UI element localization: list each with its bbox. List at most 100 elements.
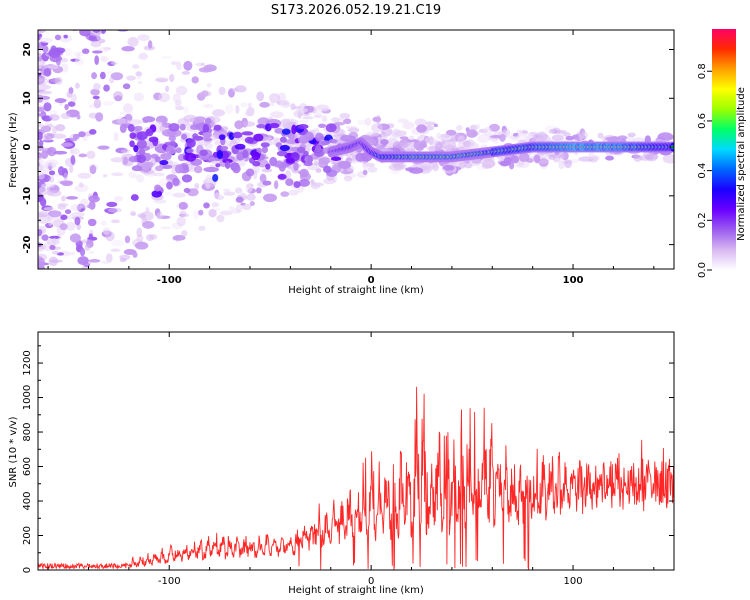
spectral-blob <box>183 60 193 71</box>
spectral-blob <box>270 111 284 119</box>
spectral-blob <box>218 86 226 96</box>
spectral-blob <box>38 113 45 117</box>
spectral-blob <box>234 85 247 93</box>
spectral-blob <box>193 165 203 174</box>
colorbar-tick-label: 0.8 <box>697 63 708 79</box>
spectral-blob <box>232 131 243 139</box>
spectral-blob <box>94 55 100 66</box>
spectral-blob <box>234 143 246 150</box>
spectral-blob <box>269 122 280 129</box>
spectral-blob <box>310 183 320 190</box>
spectral-blob <box>46 238 60 246</box>
spectral-blob <box>333 128 345 135</box>
spectral-blob <box>205 181 211 190</box>
spectral-blob <box>291 168 300 174</box>
spectral-blob <box>397 118 409 124</box>
spectral-blob <box>35 23 43 27</box>
spectral-blob <box>38 30 47 33</box>
spectral-blob <box>242 149 249 159</box>
colorbar-tick-label: 0.6 <box>697 113 708 129</box>
spectral-blob <box>413 140 422 150</box>
spectral-blob <box>323 165 332 174</box>
spectral-blob <box>343 175 353 182</box>
spectral-blob <box>38 139 44 147</box>
spectral-blob <box>38 195 44 202</box>
spectral-blob <box>181 71 191 75</box>
spectral-blob <box>136 154 147 163</box>
spectrogram-ylabel: Frequency (Hz) <box>8 112 19 188</box>
spectral-blob <box>172 234 186 241</box>
spectral-blob <box>365 131 379 137</box>
spectrogram-ytick-label: 10 <box>22 91 33 105</box>
spectral-blob <box>122 83 131 90</box>
snr-xlabel: Height of straight line (km) <box>288 585 424 596</box>
spectral-blob <box>70 93 77 103</box>
spectral-blob <box>48 64 59 70</box>
spectral-blob <box>48 109 58 116</box>
spectral-blob <box>279 100 292 109</box>
snr-xtick-label: 0 <box>368 576 374 587</box>
spectral-blob <box>103 84 110 92</box>
spectral-blob <box>357 119 367 125</box>
spectral-blob <box>225 104 234 114</box>
spectral-blob <box>318 123 327 128</box>
spectral-blob <box>38 84 52 90</box>
spectral-blob <box>59 180 74 185</box>
spectral-blob <box>48 170 56 176</box>
spectral-blob <box>101 260 111 265</box>
spectral-blob <box>518 152 530 163</box>
spectral-blob <box>202 103 214 109</box>
spectral-blob <box>145 207 150 213</box>
spectral-blob <box>316 104 331 112</box>
spectral-blob <box>40 225 47 229</box>
spectral-blob <box>175 147 182 154</box>
colorbar-gradient <box>712 29 736 270</box>
spectral-blob <box>135 71 143 77</box>
spectral-blob <box>105 253 113 263</box>
spectral-blob <box>129 210 136 217</box>
spectral-blob <box>136 227 143 238</box>
spectral-blob <box>48 210 62 220</box>
spectral-blob <box>133 92 145 102</box>
spectral-blob <box>288 189 299 196</box>
spectral-blob <box>241 131 254 136</box>
spectral-blob <box>393 163 405 171</box>
spectral-blob <box>155 165 164 172</box>
colorbar-tick-label: 0.2 <box>697 212 708 228</box>
spectral-blob <box>563 132 571 137</box>
spectral-blob <box>48 235 60 240</box>
spectral-blob <box>133 144 139 153</box>
spectral-blob <box>40 37 53 44</box>
spectral-blob <box>261 168 273 173</box>
spectral-blob <box>183 106 189 115</box>
spectral-blob <box>605 155 615 161</box>
spectral-blob <box>151 190 163 198</box>
spectral-blob <box>190 124 200 130</box>
spectral-blob <box>154 184 162 192</box>
spectral-blob <box>223 191 236 196</box>
spectral-blob <box>65 196 78 200</box>
spectral-blob <box>244 111 250 116</box>
spectral-blob <box>203 132 210 140</box>
spectral-blob <box>213 192 222 200</box>
spectral-blob <box>178 201 188 210</box>
spectral-blob <box>102 174 108 178</box>
spectral-blob <box>234 120 244 130</box>
spectral-blob <box>162 164 173 169</box>
spectral-blob <box>49 259 63 263</box>
spectral-blob <box>99 46 109 53</box>
spectral-blob <box>137 34 150 41</box>
snr-ytick-label: 1000 <box>22 385 33 410</box>
spectral-blob <box>435 132 442 140</box>
spectral-blob <box>340 135 356 142</box>
spectral-blob <box>95 112 104 122</box>
spectral-blob <box>38 34 41 41</box>
spectral-blob <box>100 30 107 34</box>
spectral-blob <box>37 27 42 30</box>
spectral-blob <box>241 121 256 127</box>
spectral-blob <box>176 216 187 227</box>
spectral-blob <box>376 114 381 125</box>
spectral-blob <box>510 155 520 164</box>
spectrogram-blobs <box>35 23 674 269</box>
spectral-blob <box>499 133 506 142</box>
